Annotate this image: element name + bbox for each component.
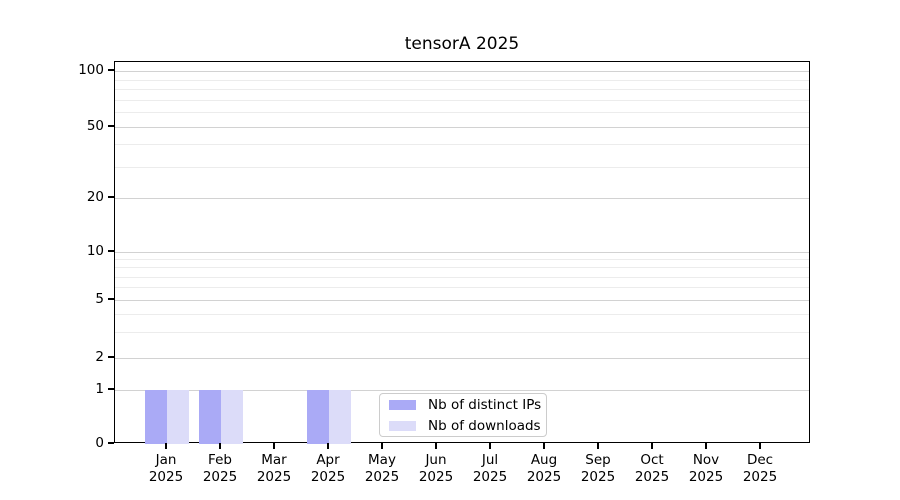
bar-distinct-ips <box>307 390 329 444</box>
y-tick-mark <box>108 250 114 252</box>
x-tick-month: Mar <box>261 452 287 468</box>
x-tick-label: Jul 2025 <box>460 452 520 486</box>
x-tick-month: Oct <box>640 452 664 468</box>
x-tick-year: 2025 <box>580 469 616 485</box>
bar-distinct-ips <box>199 390 221 444</box>
x-tick-label: Nov 2025 <box>676 452 736 486</box>
gridline-major <box>115 252 809 253</box>
x-tick-year: 2025 <box>418 469 454 485</box>
gridline-major <box>115 390 809 391</box>
legend: Nb of distinct IPs Nb of downloads <box>379 393 547 437</box>
gridline-minor <box>115 79 809 81</box>
y-tick-mark <box>108 196 114 198</box>
x-tick-mark <box>759 443 761 449</box>
x-tick-month: Jan <box>155 452 177 468</box>
bar-downloads <box>221 390 243 444</box>
legend-swatch <box>389 399 416 410</box>
y-tick-mark <box>108 356 114 358</box>
y-tick-mark <box>108 125 114 127</box>
x-tick-label: Mar 2025 <box>244 452 304 486</box>
gridline-major <box>115 71 809 72</box>
x-tick-month: Nov <box>692 452 720 468</box>
x-tick-year: 2025 <box>472 469 508 485</box>
x-tick-mark <box>381 443 383 449</box>
x-tick-year: 2025 <box>256 469 292 485</box>
y-tick-mark <box>108 298 114 300</box>
x-tick-mark <box>435 443 437 449</box>
x-tick-month: May <box>368 452 396 468</box>
gridline-minor <box>115 287 809 289</box>
x-tick-year: 2025 <box>634 469 670 485</box>
x-tick-mark <box>651 443 653 449</box>
gridline-minor <box>115 166 809 168</box>
y-tick-mark <box>108 69 114 71</box>
bar-distinct-ips <box>145 390 167 444</box>
y-tick-label: 2 <box>95 349 104 365</box>
x-tick-label: Jan 2025 <box>136 452 196 486</box>
gridline-major <box>115 300 809 301</box>
gridline-minor <box>115 267 809 269</box>
gridline-minor <box>115 332 809 334</box>
legend-swatch <box>389 420 416 431</box>
x-tick-month: Jul <box>481 452 499 468</box>
y-tick-label: 1 <box>95 381 104 397</box>
gridline-minor <box>115 259 809 261</box>
y-tick-label: 5 <box>95 291 104 307</box>
x-tick-year: 2025 <box>688 469 724 485</box>
x-tick-label: Aug 2025 <box>514 452 574 486</box>
legend-label: Nb of distinct IPs <box>428 396 542 413</box>
gridline-major <box>115 198 809 199</box>
y-tick-label: 20 <box>86 189 104 205</box>
bar-downloads <box>329 390 351 444</box>
gridline-minor <box>115 144 809 146</box>
x-tick-month: Sep <box>585 452 611 468</box>
gridline-minor <box>115 112 809 114</box>
x-tick-year: 2025 <box>364 469 400 485</box>
x-tick-mark <box>489 443 491 449</box>
gridline-major <box>115 127 809 128</box>
plot-area: Nb of distinct IPs Nb of downloads <box>114 61 810 444</box>
x-tick-month: Feb <box>208 452 232 468</box>
bar-downloads <box>167 390 189 444</box>
gridline-minor <box>115 89 809 91</box>
gridline-major <box>115 358 809 359</box>
x-tick-label: Dec 2025 <box>730 452 790 486</box>
x-tick-label: Sep 2025 <box>568 452 628 486</box>
x-tick-label: Apr 2025 <box>298 452 358 486</box>
gridline-minor <box>115 314 809 316</box>
x-tick-month: Dec <box>746 452 774 468</box>
x-tick-year: 2025 <box>148 469 184 485</box>
gridline-minor <box>115 276 809 278</box>
x-tick-label: Feb 2025 <box>190 452 250 486</box>
x-tick-mark <box>597 443 599 449</box>
x-tick-label: Oct 2025 <box>622 452 682 486</box>
gridline-minor <box>115 99 809 101</box>
x-tick-month: Apr <box>316 452 340 468</box>
y-tick-label: 100 <box>78 62 104 78</box>
x-tick-year: 2025 <box>310 469 346 485</box>
y-tick-label: 0 <box>95 435 104 451</box>
x-tick-year: 2025 <box>526 469 562 485</box>
y-tick-label: 50 <box>86 118 104 134</box>
y-tick-mark <box>108 442 114 444</box>
x-tick-label: May 2025 <box>352 452 412 486</box>
x-tick-month: Jun <box>425 452 447 468</box>
legend-row: Nb of distinct IPs <box>389 396 546 413</box>
x-tick-year: 2025 <box>202 469 238 485</box>
x-tick-mark <box>543 443 545 449</box>
y-tick-mark <box>108 388 114 390</box>
x-tick-mark <box>165 443 167 449</box>
x-tick-mark <box>219 443 221 449</box>
legend-row: Nb of downloads <box>389 417 546 434</box>
legend-label: Nb of downloads <box>428 417 541 434</box>
x-tick-year: 2025 <box>742 469 778 485</box>
chart-title: tensorA 2025 <box>404 34 520 54</box>
x-tick-mark <box>327 443 329 449</box>
x-tick-month: Aug <box>530 452 558 468</box>
x-tick-mark <box>705 443 707 449</box>
x-tick-mark <box>273 443 275 449</box>
y-tick-label: 10 <box>86 243 104 259</box>
x-tick-label: Jun 2025 <box>406 452 466 486</box>
